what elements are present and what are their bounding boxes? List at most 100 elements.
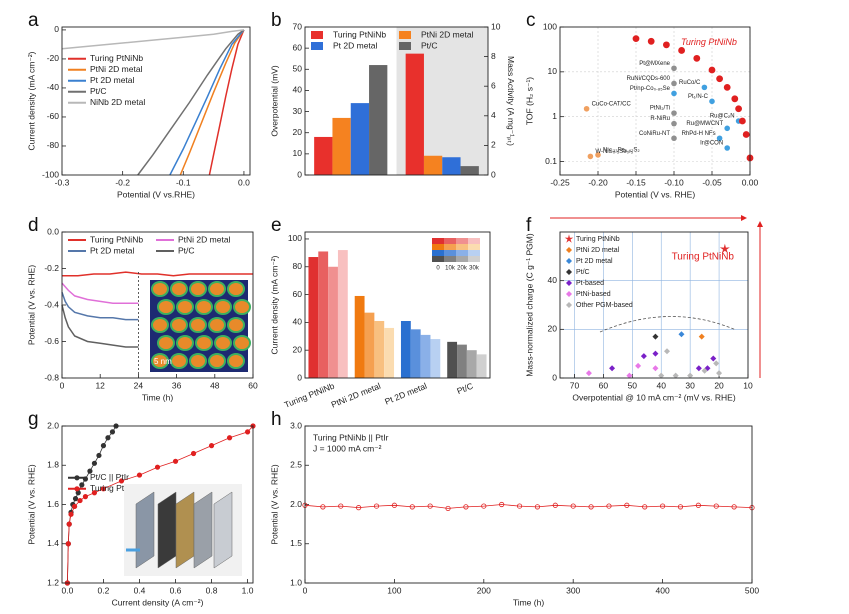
y-tick-label: 1.6 — [47, 499, 59, 509]
point — [499, 501, 505, 508]
inset-scale: 5 nm — [154, 357, 172, 366]
legend-swatch — [468, 244, 480, 250]
x-axis-label: Current density (A cm⁻²) — [112, 597, 204, 607]
bar — [318, 251, 329, 378]
bar — [457, 344, 467, 378]
point — [338, 503, 344, 509]
legend-swatch — [311, 42, 323, 50]
point — [710, 355, 717, 362]
series-line — [61, 304, 139, 348]
legend-swatch — [432, 250, 444, 256]
point — [671, 80, 677, 87]
point — [693, 54, 701, 62]
annotation: J = 1000 mA cm⁻² — [313, 443, 382, 453]
legend-swatch — [468, 238, 480, 244]
point — [695, 502, 701, 508]
legend-marker — [566, 280, 572, 286]
x-tick-label: PtNi 2D metal — [330, 381, 382, 410]
point-label: Ni₀.₃₃Fe₀.₆₇S₂ — [603, 148, 640, 154]
x-tick-label: 48 — [210, 380, 220, 390]
inset-blob — [227, 317, 245, 333]
y-axis-label: Current density (mA cm⁻²) — [269, 255, 279, 354]
bar — [337, 250, 348, 378]
series-line — [137, 29, 245, 176]
point — [208, 443, 215, 449]
x-tick-label: 1.0 — [242, 585, 254, 595]
legend-label: PtNi 2D metal — [576, 247, 620, 254]
legend-marker — [566, 258, 572, 264]
panel-label: b — [271, 10, 282, 31]
inset-plate — [213, 491, 233, 569]
x-tick-label: -0.05 — [702, 177, 722, 187]
point — [516, 503, 523, 509]
panel-label: h — [271, 409, 282, 430]
y2-tick-label: 6 — [491, 80, 496, 90]
point — [105, 435, 111, 441]
point — [587, 153, 594, 160]
y-tick-label: 1 — [552, 111, 557, 121]
point — [66, 521, 72, 527]
y-tick-label: 30 — [293, 106, 303, 116]
point — [154, 464, 161, 470]
y-tick-label: -0.2 — [44, 263, 59, 273]
x-tick-label: 24 — [134, 380, 144, 390]
y-tick-label: -60 — [47, 111, 60, 121]
legend-swatch — [311, 31, 323, 39]
bar — [332, 117, 351, 175]
x-axis-label: Potential (V vs. RHE) — [615, 189, 695, 199]
y-tick-label: -40 — [47, 82, 60, 92]
legend-swatch — [432, 238, 444, 244]
panel-label: f — [526, 215, 532, 236]
y-tick-label: 10 — [293, 148, 303, 158]
bar — [374, 320, 385, 378]
point — [739, 117, 746, 125]
x-axis-label: Time (h) — [142, 392, 173, 402]
point — [409, 504, 415, 510]
series-line — [179, 29, 245, 176]
y-tick-label: -20 — [47, 53, 60, 63]
point — [652, 333, 659, 340]
series-line — [208, 29, 245, 176]
point — [687, 372, 694, 379]
y-tick-label: 1.2 — [47, 577, 59, 587]
point — [72, 503, 78, 510]
y2-tick-label: 0 — [491, 169, 496, 179]
series-line — [169, 29, 245, 176]
legend-swatch — [468, 256, 480, 262]
legend-label: 30k — [469, 266, 480, 272]
x-tick-label: 200 — [477, 585, 491, 595]
legend-label: PtNi 2D metal — [421, 29, 474, 39]
bar — [447, 341, 458, 378]
point — [373, 503, 380, 509]
x-tick-label: Pt 2D metal — [383, 381, 428, 407]
inset-blob — [176, 335, 194, 351]
point — [190, 450, 197, 457]
inset-blob — [189, 281, 207, 297]
point — [585, 370, 592, 377]
x-tick-label: 40 — [656, 380, 666, 390]
annotation: Turing PtNiNb || PtIr — [313, 432, 389, 442]
point — [716, 135, 723, 142]
point — [68, 511, 74, 517]
legend-label: Pt 2D metal — [576, 258, 613, 265]
annotation: Turing PtNiNb — [672, 252, 735, 263]
y-tick-label: 50 — [293, 64, 303, 74]
bar — [350, 103, 370, 175]
point — [742, 131, 750, 138]
point — [671, 120, 677, 127]
series-line — [61, 29, 244, 50]
point — [724, 125, 730, 132]
point — [87, 468, 93, 474]
inset-blob — [227, 281, 245, 297]
bar — [442, 157, 461, 175]
x-tick-label: 50 — [628, 380, 638, 390]
panel-label: e — [271, 215, 282, 236]
inset-image — [150, 280, 251, 372]
legend-label: 10k — [445, 266, 456, 272]
bar — [354, 295, 365, 378]
inset-plate — [135, 491, 155, 569]
point — [671, 90, 677, 97]
y-tick-label: 70 — [293, 21, 303, 31]
point — [79, 482, 85, 488]
point-label: RuCo/C — [679, 80, 701, 86]
